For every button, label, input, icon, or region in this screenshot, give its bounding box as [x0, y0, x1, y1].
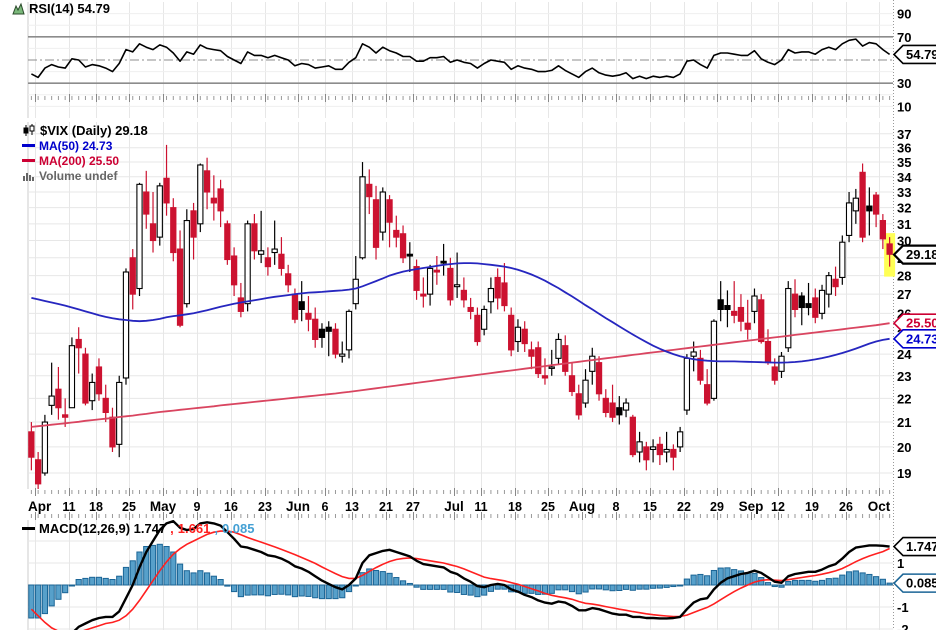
rsi-legend-label: RSI(14) 54.79 [29, 1, 110, 16]
tick-strips [30, 94, 891, 520]
macd-legend-label: MACD(12,26,9) 1.747 [39, 521, 167, 536]
svg-text:21: 21 [379, 500, 393, 514]
svg-text:0.085: 0.085 [906, 576, 936, 591]
svg-text:15: 15 [643, 500, 657, 514]
svg-text:24: 24 [897, 347, 912, 362]
ma50-legend-label: MA(50) 24.73 [39, 138, 113, 153]
svg-text:18: 18 [89, 500, 103, 514]
svg-text:Oct: Oct [868, 499, 891, 514]
svg-text:25: 25 [541, 500, 555, 514]
svg-text:31: 31 [897, 217, 911, 232]
svg-text:33: 33 [897, 185, 911, 200]
svg-text:54.79: 54.79 [906, 47, 936, 62]
svg-text:23: 23 [258, 500, 272, 514]
svg-text:32: 32 [897, 201, 911, 216]
svg-text:30: 30 [897, 76, 911, 91]
candles [28, 144, 893, 489]
macd-legend-sep: , [170, 521, 174, 536]
black-dash-icon [22, 527, 35, 530]
ma200-line [31, 322, 890, 428]
price-legend-block: $VIX (Daily) 29.18 MA(50) 24.73 MA(200) … [22, 123, 148, 183]
svg-text:90: 90 [897, 7, 911, 22]
svg-text:28: 28 [897, 269, 911, 284]
svg-text:Sep: Sep [739, 499, 764, 514]
candlestick-icon [23, 124, 35, 136]
volume-bars-icon [23, 172, 34, 181]
macd-series [28, 520, 893, 630]
svg-text:70: 70 [897, 30, 911, 45]
svg-text:29.18: 29.18 [906, 247, 936, 262]
svg-text:34: 34 [897, 170, 912, 185]
macd-hist-value: 0.085 [221, 521, 255, 536]
area-icon [12, 2, 25, 15]
svg-text:Apr: Apr [28, 499, 52, 514]
macd-signal-value: 1.661 [177, 521, 211, 536]
svg-text:-1: -1 [897, 600, 909, 615]
ma200-legend-label: MA(200) 25.50 [39, 153, 120, 168]
svg-text:26: 26 [839, 500, 853, 514]
svg-text:6: 6 [322, 500, 329, 514]
rsi-pane: 90 70 30 10 [28, 7, 911, 114]
svg-text:13: 13 [345, 500, 359, 514]
svg-text:-2: -2 [897, 622, 909, 630]
svg-text:11: 11 [62, 500, 75, 514]
macd-pane: 1 -1 -2 [28, 520, 909, 630]
svg-text:10: 10 [897, 99, 911, 114]
svg-text:24.73: 24.73 [906, 331, 936, 346]
rsi-legend: RSI(14) 54.79 [12, 1, 110, 16]
macd-line [73, 520, 890, 630]
svg-text:9: 9 [194, 500, 201, 514]
blue-dash-icon [22, 144, 35, 147]
svg-text:16: 16 [224, 500, 238, 514]
svg-text:Aug: Aug [569, 499, 595, 514]
svg-text:36: 36 [897, 141, 911, 156]
svg-text:21: 21 [897, 415, 911, 430]
price-legend-label: $VIX (Daily) 29.18 [40, 123, 148, 138]
svg-text:Jun: Jun [286, 499, 310, 514]
macd-legend: MACD(12,26,9) 1.747, 1.661, 0.085 [22, 521, 255, 536]
svg-text:18: 18 [508, 500, 522, 514]
svg-text:29: 29 [710, 500, 724, 514]
svg-text:25: 25 [122, 500, 136, 514]
svg-text:May: May [150, 499, 177, 514]
volume-legend: Volume undef [22, 168, 117, 183]
svg-text:19: 19 [897, 466, 911, 481]
svg-text:22: 22 [897, 391, 911, 406]
svg-text:12: 12 [771, 500, 785, 514]
svg-text:25.50: 25.50 [906, 316, 936, 331]
svg-text:27: 27 [897, 287, 911, 302]
svg-text:23: 23 [897, 369, 911, 384]
macd-legend-sep2: , [214, 521, 218, 536]
volume-legend-label: Volume undef [39, 168, 118, 183]
svg-text:27: 27 [406, 500, 420, 514]
svg-text:22: 22 [677, 500, 691, 514]
price-legend-main: $VIX (Daily) 29.18 [22, 123, 148, 138]
svg-text:8: 8 [613, 500, 620, 514]
macd-signal-line [30, 530, 890, 630]
svg-text:1: 1 [897, 556, 904, 571]
svg-text:35: 35 [897, 155, 911, 170]
svg-text:1.747: 1.747 [906, 539, 936, 554]
red-dash-icon [22, 159, 35, 162]
price-pane: 19202122232425262728293031323334353637 [28, 127, 912, 489]
ma50-line [31, 262, 890, 364]
svg-text:11: 11 [474, 500, 487, 514]
svg-text:37: 37 [897, 127, 911, 142]
svg-text:Jul: Jul [444, 499, 464, 514]
ma200-legend: MA(200) 25.50 [22, 153, 119, 168]
svg-text:20: 20 [897, 440, 911, 455]
svg-text:19: 19 [805, 500, 819, 514]
x-axis-labels: Apr 11 18 25 May 9 16 23 Jun 6 13 21 27 Jul 11 18 25 Aug 8… [28, 499, 891, 514]
ma50-legend: MA(50) 24.73 [22, 138, 112, 153]
